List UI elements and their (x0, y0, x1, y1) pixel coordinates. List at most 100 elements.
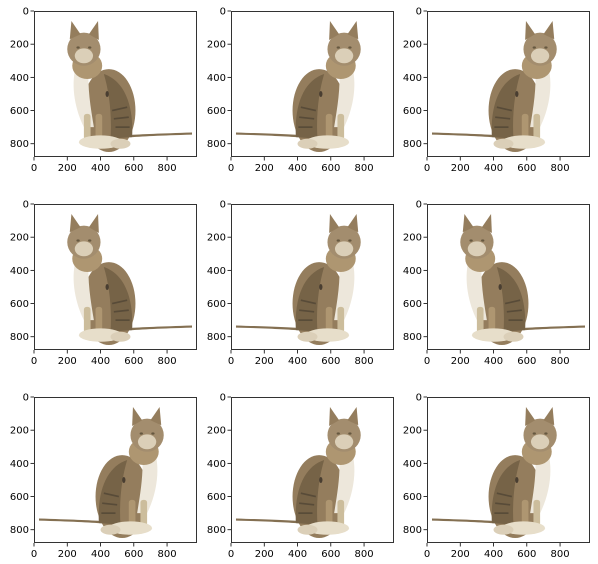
y-tick-label: 0 (220, 393, 226, 404)
image-panel: 0 200 400 600 800 0 200 400 600 800 (10, 393, 197, 560)
y-tick-label: 600 (207, 106, 226, 117)
y-tick-label: 0 (416, 393, 422, 404)
x-tick-label: 0 (228, 356, 234, 367)
x-tick-label: 800 (355, 163, 374, 174)
y-tick-label: 600 (403, 299, 422, 310)
x-tick-label: 400 (91, 163, 110, 174)
y-tick-label: 600 (207, 299, 226, 310)
x-tick-label: 600 (517, 163, 536, 174)
x-tick-label: 400 (484, 549, 503, 560)
x-tick-label: 400 (484, 356, 503, 367)
y-tick-label: 200 (403, 233, 422, 244)
x-tick-label: 400 (91, 356, 110, 367)
y-tick-label: 200 (10, 233, 29, 244)
y-tick-label: 600 (403, 106, 422, 117)
y-tick-label: 200 (207, 426, 226, 437)
y-tick-label: 800 (403, 332, 422, 343)
y-tick-label: 800 (403, 525, 422, 536)
axes-frame (231, 397, 394, 543)
y-tick-label: 800 (207, 332, 226, 343)
y-tick-label: 200 (207, 233, 226, 244)
image-panel: 0 200 400 600 800 0 200 400 600 800 (403, 393, 590, 560)
y-tick-label: 0 (23, 393, 29, 404)
y-tick-label: 200 (207, 40, 226, 51)
x-tick-label: 400 (484, 163, 503, 174)
y-tick-label: 600 (403, 492, 422, 503)
image-panel: 0 200 400 600 800 0 200 400 600 800 (403, 7, 590, 174)
y-tick-label: 400 (207, 459, 226, 470)
y-tick-label: 800 (403, 139, 422, 150)
y-tick-label: 800 (10, 525, 29, 536)
y-tick-label: 400 (403, 266, 422, 277)
x-tick-label: 800 (551, 549, 570, 560)
y-tick-label: 400 (207, 266, 226, 277)
image-panel: 0 200 400 600 800 0 200 400 600 800 (10, 7, 197, 174)
axes-frame (427, 397, 590, 543)
x-tick-label: 600 (124, 549, 143, 560)
y-tick-label: 800 (10, 332, 29, 343)
x-tick-label: 400 (288, 356, 307, 367)
x-tick-label: 800 (551, 163, 570, 174)
y-tick-label: 600 (10, 299, 29, 310)
x-tick-label: 0 (424, 163, 430, 174)
y-tick-label: 600 (10, 106, 29, 117)
axes-frame (231, 11, 394, 157)
x-tick-label: 600 (517, 549, 536, 560)
y-tick-label: 200 (403, 40, 422, 51)
x-tick-label: 0 (424, 549, 430, 560)
x-tick-label: 0 (228, 549, 234, 560)
x-tick-label: 600 (321, 163, 340, 174)
x-tick-label: 200 (58, 163, 77, 174)
x-tick-label: 200 (451, 549, 470, 560)
x-tick-label: 800 (355, 356, 374, 367)
x-tick-label: 0 (31, 549, 37, 560)
y-tick-label: 200 (403, 426, 422, 437)
x-tick-label: 800 (158, 163, 177, 174)
image-panel: 0 200 400 600 800 0 200 400 600 800 (207, 7, 394, 174)
x-tick-label: 0 (228, 163, 234, 174)
x-tick-label: 800 (551, 356, 570, 367)
y-tick-label: 200 (10, 426, 29, 437)
axes-frame (34, 204, 197, 350)
y-tick-label: 600 (207, 492, 226, 503)
axes-frame (34, 397, 197, 543)
x-tick-label: 800 (355, 549, 374, 560)
x-tick-label: 0 (31, 356, 37, 367)
x-tick-label: 600 (517, 356, 536, 367)
x-tick-label: 200 (451, 356, 470, 367)
y-tick-label: 0 (23, 7, 29, 18)
image-panel: 0 200 400 600 800 0 200 400 600 800 (207, 393, 394, 560)
y-tick-label: 800 (10, 139, 29, 150)
axes-frame (427, 11, 590, 157)
y-tick-label: 0 (416, 200, 422, 211)
image-panel: 0 200 400 600 800 0 200 400 600 800 (10, 200, 197, 367)
y-tick-label: 400 (10, 266, 29, 277)
image-panel: 0 200 400 600 800 0 200 400 600 800 (207, 200, 394, 367)
x-tick-label: 600 (124, 356, 143, 367)
y-tick-label: 200 (10, 40, 29, 51)
y-tick-label: 400 (10, 73, 29, 84)
y-tick-label: 0 (23, 200, 29, 211)
y-tick-label: 0 (416, 7, 422, 18)
x-tick-label: 600 (321, 356, 340, 367)
axes-frame (34, 11, 197, 157)
x-tick-label: 800 (158, 356, 177, 367)
x-tick-label: 200 (58, 549, 77, 560)
x-tick-label: 600 (124, 163, 143, 174)
axes-frame (427, 204, 590, 350)
x-tick-label: 200 (255, 356, 274, 367)
x-tick-label: 600 (321, 549, 340, 560)
x-tick-label: 0 (424, 356, 430, 367)
x-tick-label: 400 (288, 163, 307, 174)
x-tick-label: 800 (158, 549, 177, 560)
y-tick-label: 400 (403, 459, 422, 470)
y-tick-label: 0 (220, 7, 226, 18)
x-tick-label: 200 (255, 549, 274, 560)
y-tick-label: 400 (207, 73, 226, 84)
y-tick-label: 400 (403, 73, 422, 84)
x-tick-label: 200 (255, 163, 274, 174)
y-tick-label: 800 (207, 139, 226, 150)
